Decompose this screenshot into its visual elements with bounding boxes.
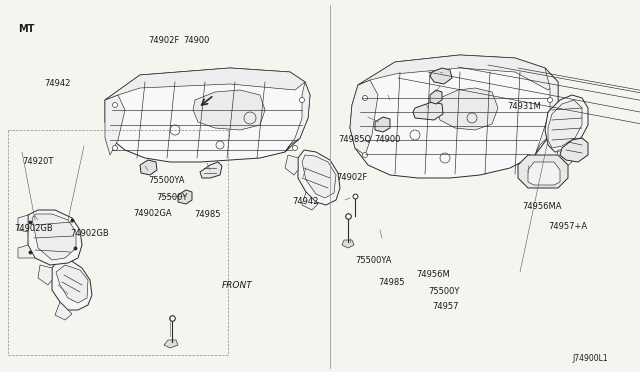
- Polygon shape: [302, 155, 336, 198]
- Text: 74956MA: 74956MA: [522, 202, 561, 211]
- Polygon shape: [518, 155, 568, 188]
- Text: 74902F: 74902F: [336, 173, 367, 182]
- Polygon shape: [285, 155, 298, 175]
- Text: 75500Y: 75500Y: [428, 287, 460, 296]
- Text: 74902GB: 74902GB: [70, 229, 109, 238]
- Polygon shape: [436, 88, 498, 130]
- Circle shape: [540, 155, 545, 160]
- Text: 74985Q: 74985Q: [338, 135, 371, 144]
- Polygon shape: [528, 162, 560, 185]
- Polygon shape: [413, 102, 443, 120]
- Text: 74985: 74985: [194, 210, 221, 219]
- Text: 74900: 74900: [183, 36, 209, 45]
- Polygon shape: [164, 340, 178, 348]
- Circle shape: [547, 97, 552, 103]
- Text: FRONT: FRONT: [222, 281, 253, 290]
- Polygon shape: [52, 260, 92, 310]
- Text: 74942: 74942: [292, 197, 318, 206]
- Polygon shape: [178, 190, 192, 204]
- Circle shape: [292, 145, 298, 151]
- Text: MT: MT: [18, 24, 35, 34]
- Polygon shape: [193, 90, 265, 130]
- Polygon shape: [55, 302, 72, 320]
- Polygon shape: [375, 117, 390, 132]
- Polygon shape: [545, 95, 588, 152]
- Circle shape: [113, 103, 118, 108]
- Polygon shape: [548, 100, 582, 148]
- Polygon shape: [560, 138, 588, 162]
- Text: 75500Y: 75500Y: [156, 193, 188, 202]
- Polygon shape: [200, 162, 222, 178]
- Text: 74902GA: 74902GA: [133, 209, 172, 218]
- Polygon shape: [430, 68, 452, 84]
- Polygon shape: [535, 68, 558, 155]
- Text: 74957: 74957: [432, 302, 458, 311]
- Polygon shape: [350, 80, 378, 155]
- Polygon shape: [342, 240, 354, 248]
- Text: 74985: 74985: [378, 278, 404, 287]
- Text: J74900L1: J74900L1: [572, 354, 607, 363]
- Polygon shape: [430, 90, 442, 104]
- Polygon shape: [18, 215, 28, 232]
- Text: 74902F: 74902F: [148, 36, 179, 45]
- Circle shape: [300, 97, 305, 103]
- Text: 75500YA: 75500YA: [148, 176, 184, 185]
- Polygon shape: [555, 150, 572, 168]
- Text: 74900: 74900: [374, 135, 401, 144]
- Polygon shape: [18, 245, 35, 258]
- Text: 74902GB: 74902GB: [14, 224, 52, 233]
- Polygon shape: [105, 95, 125, 155]
- Polygon shape: [28, 210, 82, 265]
- Polygon shape: [38, 265, 52, 285]
- Circle shape: [113, 145, 118, 151]
- Text: 75500YA: 75500YA: [355, 256, 392, 265]
- Polygon shape: [105, 68, 310, 162]
- Text: 74942: 74942: [44, 79, 70, 88]
- Polygon shape: [32, 214, 76, 260]
- Circle shape: [362, 96, 367, 100]
- Text: 74957+A: 74957+A: [548, 222, 587, 231]
- Polygon shape: [56, 265, 88, 303]
- Polygon shape: [302, 192, 318, 210]
- Polygon shape: [105, 68, 305, 100]
- Polygon shape: [358, 55, 558, 90]
- Polygon shape: [350, 55, 558, 178]
- Polygon shape: [140, 160, 157, 175]
- Polygon shape: [285, 82, 310, 152]
- Circle shape: [362, 153, 367, 157]
- Polygon shape: [298, 150, 340, 205]
- Text: 74920T: 74920T: [22, 157, 53, 166]
- Text: 74931M: 74931M: [507, 102, 541, 111]
- Text: 74956M: 74956M: [416, 270, 450, 279]
